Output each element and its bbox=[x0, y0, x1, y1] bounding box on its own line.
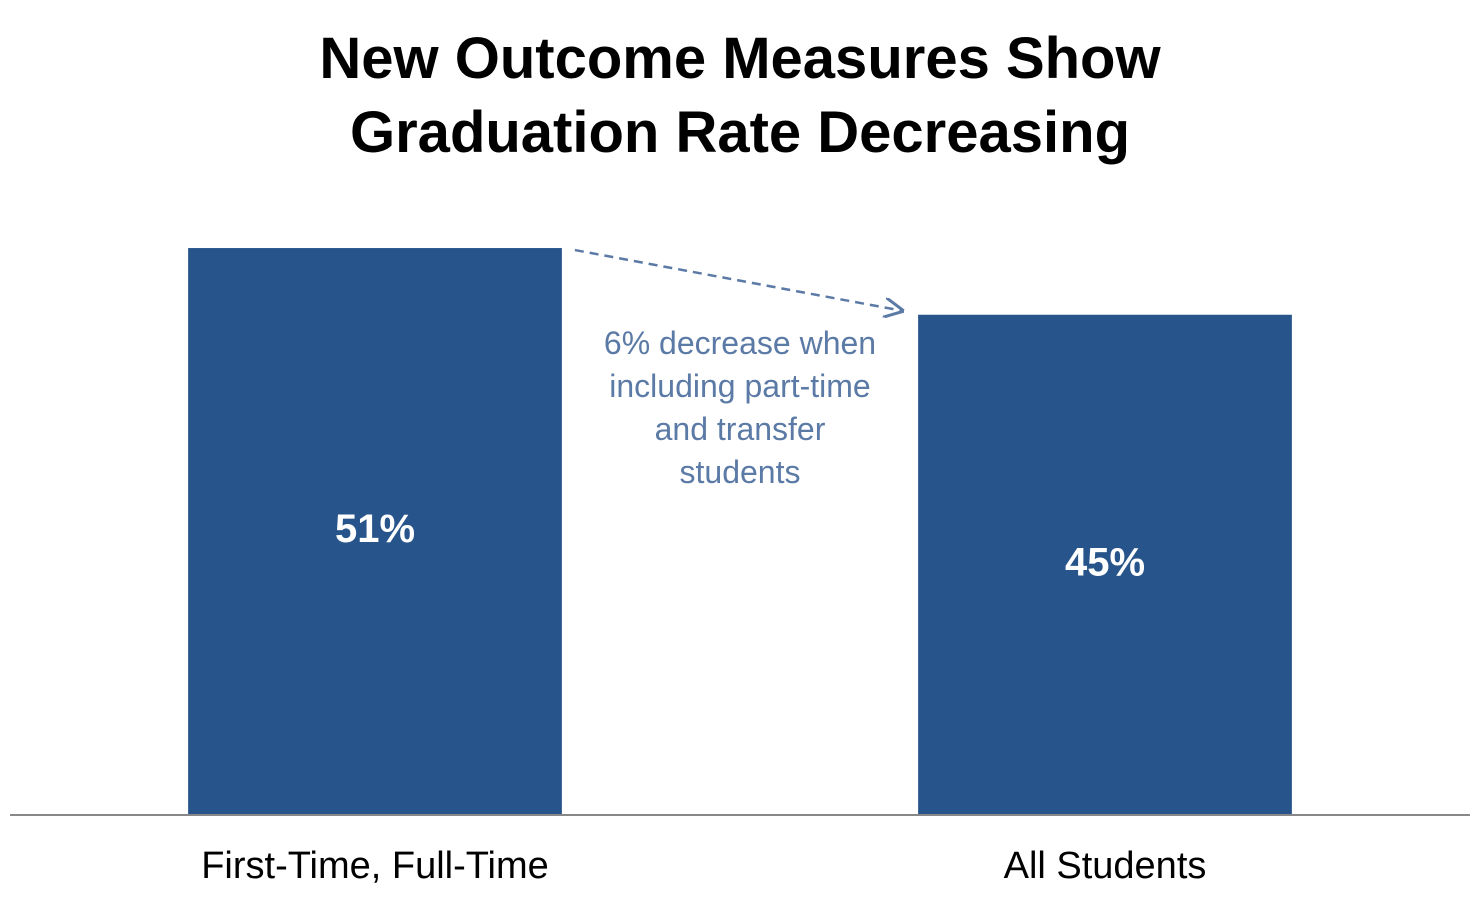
x-tick-label: First-Time, Full-Time bbox=[201, 845, 549, 887]
value-label: 45% bbox=[1065, 540, 1145, 584]
x-tick-label: All Students bbox=[1004, 845, 1207, 887]
value-label: 51% bbox=[335, 507, 415, 551]
chart-title: New Outcome Measures Show Graduation Rat… bbox=[319, 26, 1161, 165]
bar bbox=[188, 248, 562, 816]
annotation-arrow bbox=[574, 248, 902, 311]
annotation: 6% decrease when including part-time and… bbox=[603, 325, 877, 490]
bar bbox=[918, 314, 1292, 815]
